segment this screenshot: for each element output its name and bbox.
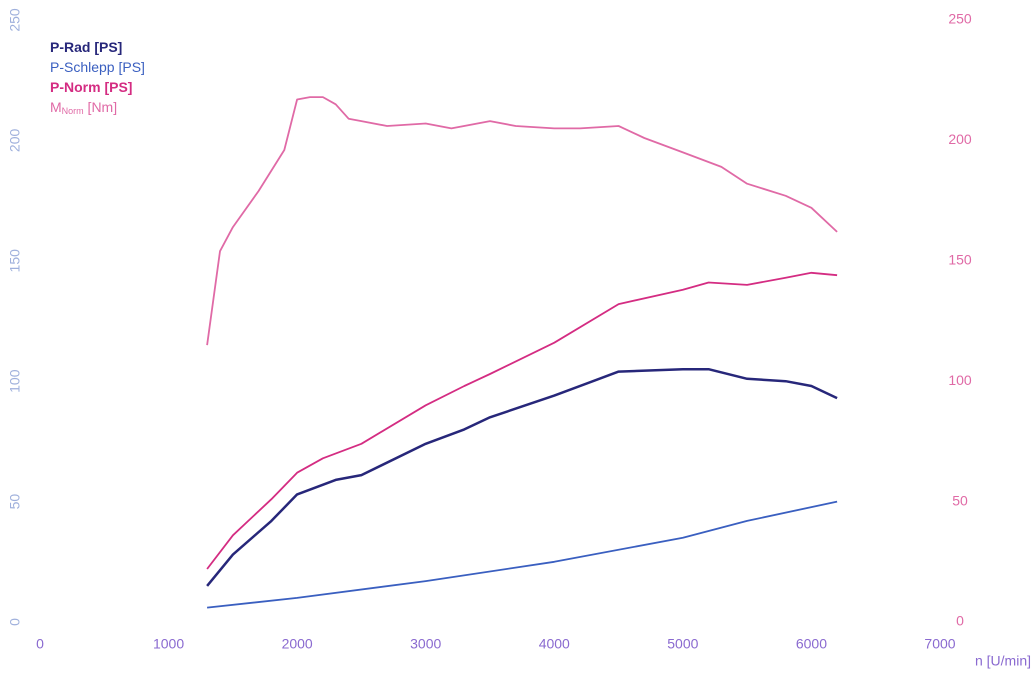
x-tick-label: 3000 — [410, 636, 441, 652]
series-line — [206, 96, 838, 346]
x-tick-label: 2000 — [282, 636, 313, 652]
series-line — [206, 367, 838, 587]
legend-label: P-Schlepp [PS] — [50, 59, 145, 75]
x-tick-label: 6000 — [796, 636, 827, 652]
x-tick-label: 0 — [36, 636, 44, 652]
legend-entry: P-Norm [PS] — [50, 79, 132, 95]
series-line — [207, 500, 838, 609]
x-tick-label: 4000 — [539, 636, 570, 652]
x-axis-label: n [U/min] — [975, 653, 1031, 669]
y2-tick-label: 100 — [948, 372, 972, 388]
series-line — [206, 271, 838, 570]
y2-tick-label: 0 — [956, 613, 964, 629]
y2-tick-label: 200 — [948, 131, 972, 147]
y-tick-label: 100 — [7, 369, 23, 393]
legend-suffix: [Nm] — [84, 99, 117, 115]
y2-tick-label: 150 — [948, 252, 972, 268]
legend-label: P-Norm [PS] — [50, 79, 132, 95]
y-tick-label: 0 — [7, 618, 23, 626]
y-tick-label: 150 — [7, 249, 23, 273]
y2-tick-label: 250 — [948, 11, 972, 27]
y-tick-label: 50 — [7, 494, 23, 510]
y2-tick-label: 50 — [952, 492, 968, 508]
legend-entry: P-Schlepp [PS] — [50, 59, 145, 75]
x-tick-label: 1000 — [153, 636, 184, 652]
legend-entry: MNorm [Nm] — [50, 99, 117, 117]
legend-subscript: Norm — [62, 106, 84, 116]
legend-label: M — [50, 99, 62, 115]
legend-entry: P-Rad [PS] — [50, 39, 122, 55]
y-tick-label: 250 — [7, 8, 23, 32]
legend-label: P-Rad [PS] — [50, 39, 122, 55]
x-tick-label: 7000 — [924, 636, 955, 652]
y-tick-label: 200 — [7, 129, 23, 153]
x-tick-label: 5000 — [667, 636, 698, 652]
